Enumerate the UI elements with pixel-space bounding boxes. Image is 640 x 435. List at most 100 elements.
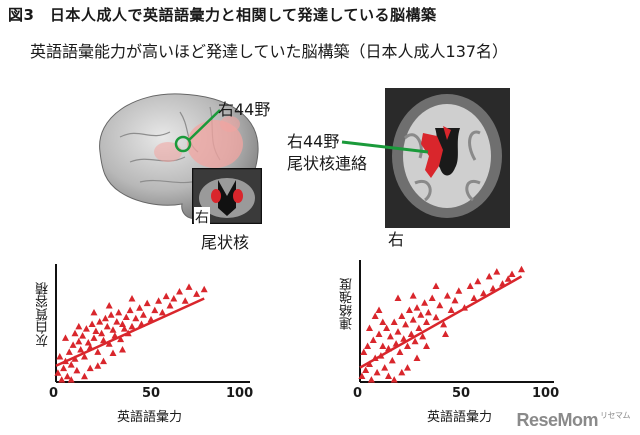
chart2-point-17 [390, 318, 398, 325]
chart1-point-40 [132, 314, 140, 322]
chart2-point-12 [381, 364, 389, 371]
chart1-point-38 [126, 306, 134, 314]
chart2-point-39 [440, 320, 448, 328]
chart1-point-10 [73, 366, 81, 374]
chart2-point-42 [451, 296, 459, 304]
chart2-point-47 [474, 277, 482, 285]
chart2-point-58 [394, 294, 402, 301]
chart1-point-3 [60, 364, 68, 372]
chart1-point-51 [170, 294, 178, 302]
brand-name: ReseMom [516, 410, 598, 430]
left-region-label: 右44野 [218, 100, 271, 119]
chart2-point-65 [432, 282, 440, 289]
chart1-point-11 [75, 337, 83, 345]
chart1-point-57 [90, 308, 98, 316]
chart2-point-56 [375, 306, 383, 313]
chart1-point-60 [81, 372, 88, 380]
chart1-point-43 [139, 311, 147, 318]
chart2-point-62 [366, 324, 373, 331]
chart1-point-1 [56, 352, 64, 360]
chart2-point-35 [424, 308, 432, 316]
chart1-point-52 [176, 288, 183, 295]
chart2-xtick-100: 100 [532, 386, 560, 401]
chart1-point-50 [166, 301, 174, 309]
chart2-point-50 [489, 284, 497, 292]
chart1-plot [54, 264, 250, 383]
chart1-xtick-0: 0 [49, 386, 59, 401]
chart2-point-15 [386, 332, 394, 340]
chart1-point-44 [143, 299, 151, 307]
chart2-point-37 [432, 313, 440, 321]
chart2-plot [358, 260, 554, 383]
chart2-point-43 [455, 287, 463, 294]
chart2-point-28 [411, 337, 419, 345]
chart1-point-64 [75, 322, 83, 330]
brand-logo: ReseMom リセマム [516, 410, 630, 431]
chart1-point-2 [58, 376, 66, 383]
chart1-point-62 [119, 346, 126, 353]
chart2-point-22 [400, 335, 408, 342]
chart2-point-2 [362, 366, 370, 373]
chart2-trendline [359, 275, 523, 369]
chart1-point-15 [82, 325, 90, 332]
chart2-point-66 [371, 312, 379, 319]
chart1-point-25 [101, 314, 109, 322]
chart2-point-23 [402, 320, 410, 328]
chart2-point-36 [428, 294, 436, 301]
chart1-point-14 [81, 352, 88, 360]
chart1-point-65 [86, 364, 94, 372]
chart1-point-56 [200, 285, 208, 293]
axial-pointer [341, 140, 429, 154]
figure-title: 図3 日本人成人で英語語彙力と相関して発達している脳構築 [8, 6, 437, 24]
chart1-point-16 [84, 339, 92, 346]
chart1-point-58 [100, 357, 107, 365]
chart2-point-9 [375, 330, 383, 337]
chart1-point-33 [117, 335, 125, 343]
chart2-point-24 [404, 342, 411, 349]
chart1-ylabel: 灰白質容積 [36, 282, 51, 347]
chart2-point-20 [396, 348, 404, 355]
chart2-point-45 [466, 282, 474, 289]
chart1-point-36 [122, 313, 130, 321]
chart1-point-34 [119, 320, 126, 327]
chart1-point-21 [94, 348, 102, 355]
chart2-point-61 [379, 318, 387, 325]
chart1-point-31 [113, 318, 121, 325]
chart2-point-1 [360, 348, 368, 355]
chart1-point-26 [103, 322, 111, 330]
chart2-point-5 [367, 376, 375, 383]
chart2-point-32 [419, 332, 427, 340]
chart1-xtick-50: 50 [142, 386, 161, 401]
chart2-point-25 [405, 306, 413, 313]
chart2-point-33 [421, 299, 429, 306]
chart2-point-0 [358, 372, 366, 379]
chart2-point-46 [470, 294, 478, 301]
chart2-point-8 [373, 368, 381, 376]
chart1-point-63 [67, 376, 75, 383]
area44-marker [174, 135, 192, 153]
chart1-point-39 [128, 322, 136, 330]
figure-subtitle: 英語語彙能力が高いほど発達していた脳構築（日本人成人137名） [30, 42, 509, 61]
axial-brain-image [385, 88, 510, 228]
right-side-label: 右 [388, 230, 405, 249]
chart2-point-54 [508, 270, 516, 277]
chart2-point-38 [436, 301, 444, 309]
chart1-point-9 [71, 355, 79, 362]
chart1-point-28 [107, 311, 115, 318]
chart2-point-49 [485, 272, 493, 280]
chart1-point-13 [79, 332, 87, 339]
chart2-xlabel: 英語語彙力 [427, 410, 493, 425]
chart1-point-27 [105, 340, 113, 347]
chart1-point-54 [185, 283, 193, 290]
chart1-point-68 [94, 362, 102, 369]
chart2-xtick-0: 0 [353, 386, 363, 401]
chart2-point-55 [518, 265, 525, 273]
chart1-point-41 [136, 304, 144, 311]
chart2-point-30 [415, 324, 423, 331]
chart1-point-55 [193, 290, 201, 297]
chart1-point-29 [109, 326, 117, 333]
chart1-xlabel: 英語語彙力 [117, 410, 183, 425]
chart1-point-8 [69, 341, 77, 348]
chart1-point-59 [109, 349, 117, 356]
chart2-point-41 [447, 306, 455, 313]
